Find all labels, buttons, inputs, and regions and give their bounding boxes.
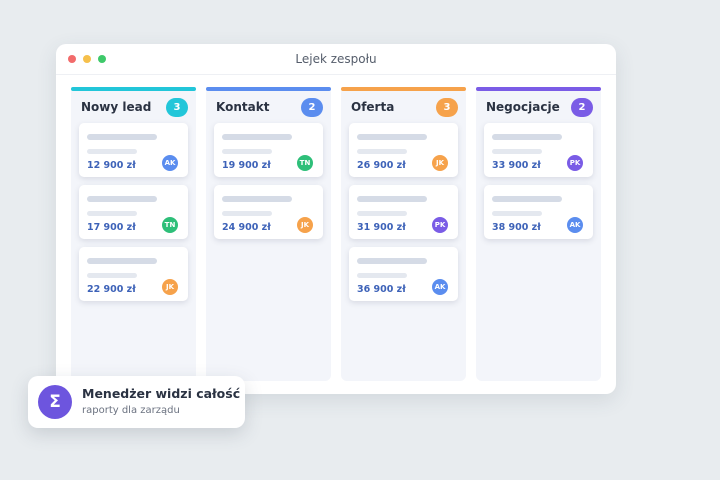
placeholder-line	[357, 149, 407, 154]
deal-card[interactable]: 17 900 zł TN	[79, 185, 188, 239]
placeholder-line	[492, 149, 542, 154]
placeholder-line	[87, 211, 137, 216]
placeholder-line	[87, 258, 157, 264]
column-accent	[206, 87, 331, 91]
deal-amount: 26 900 zł	[357, 160, 406, 171]
deal-amount: 24 900 zł	[222, 222, 271, 233]
deal-card[interactable]: 33 900 zł PK	[484, 123, 593, 177]
minimize-dot[interactable]	[83, 55, 91, 63]
badge-subtitle: raporty dla zarządu	[82, 405, 180, 416]
column-name: Nowy lead	[81, 100, 152, 114]
maximize-dot[interactable]	[98, 55, 106, 63]
placeholder-line	[87, 196, 157, 202]
placeholder-line	[87, 273, 137, 278]
column-name: Negocjacje	[486, 100, 560, 114]
column: Kontakt 2 19 900 zł TN 24 900 zł JK	[206, 87, 331, 381]
column-accent	[341, 87, 466, 91]
placeholder-line	[357, 273, 407, 278]
avatar: TN	[162, 217, 178, 233]
avatar: PK	[432, 217, 448, 233]
deal-amount: 19 900 zł	[222, 160, 271, 171]
column: Nowy lead 3 12 900 zł AK 17 900 zł TN 22 900 z…	[71, 87, 196, 381]
avatar: JK	[162, 279, 178, 295]
column: Oferta 3 26 900 zł JK 31 900 zł PK 36 900 zł AK	[341, 87, 466, 381]
placeholder-line	[87, 134, 157, 140]
column-count: 2	[301, 98, 323, 117]
deal-card[interactable]: 36 900 zł AK	[349, 247, 458, 301]
deal-card[interactable]: 24 900 zł JK	[214, 185, 323, 239]
column-count: 3	[436, 98, 458, 117]
placeholder-line	[492, 211, 542, 216]
placeholder-line	[222, 196, 292, 202]
deal-card[interactable]: 38 900 zł AK	[484, 185, 593, 239]
placeholder-line	[222, 134, 292, 140]
avatar: JK	[432, 155, 448, 171]
badge: Σ Menedżer widzi całość raporty dla zarz…	[28, 376, 245, 428]
avatar: AK	[162, 155, 178, 171]
deal-amount: 38 900 zł	[492, 222, 541, 233]
separator	[56, 74, 616, 75]
placeholder-line	[357, 258, 427, 264]
avatar: AK	[432, 279, 448, 295]
column-count: 2	[571, 98, 593, 117]
deal-card[interactable]: 19 900 zł TN	[214, 123, 323, 177]
deal-amount: 12 900 zł	[87, 160, 136, 171]
badge-title: Menedżer widzi całość	[82, 386, 241, 401]
badge-icon: Σ	[38, 385, 72, 419]
placeholder-line	[87, 149, 137, 154]
placeholder-line	[222, 149, 272, 154]
window-title: Lejek zespołu	[295, 52, 377, 66]
avatar: JK	[297, 217, 313, 233]
placeholder-line	[492, 196, 562, 202]
deal-card[interactable]: 31 900 zł PK	[349, 185, 458, 239]
placeholder-line	[357, 134, 427, 140]
window: Lejek zespołu Nowy lead 3 12 900 zł AK 17 90…	[56, 44, 616, 394]
placeholder-line	[357, 196, 427, 202]
placeholder-line	[222, 211, 272, 216]
avatar: PK	[567, 155, 583, 171]
column-accent	[71, 87, 196, 91]
deal-amount: 33 900 zł	[492, 160, 541, 171]
deal-card[interactable]: 22 900 zł JK	[79, 247, 188, 301]
close-dot[interactable]	[68, 55, 76, 63]
avatar: AK	[567, 217, 583, 233]
column-count: 3	[166, 98, 188, 117]
column-name: Oferta	[351, 100, 395, 114]
deal-amount: 22 900 zł	[87, 284, 136, 295]
placeholder-line	[357, 211, 407, 216]
deal-card[interactable]: 12 900 zł AK	[79, 123, 188, 177]
column: Negocjacje 2 33 900 zł PK 38 900 zł AK	[476, 87, 601, 381]
deal-amount: 17 900 zł	[87, 222, 136, 233]
avatar: TN	[297, 155, 313, 171]
column-accent	[476, 87, 601, 91]
deal-amount: 31 900 zł	[357, 222, 406, 233]
placeholder-line	[492, 134, 562, 140]
deal-amount: 36 900 zł	[357, 284, 406, 295]
column-name: Kontakt	[216, 100, 270, 114]
deal-card[interactable]: 26 900 zł JK	[349, 123, 458, 177]
